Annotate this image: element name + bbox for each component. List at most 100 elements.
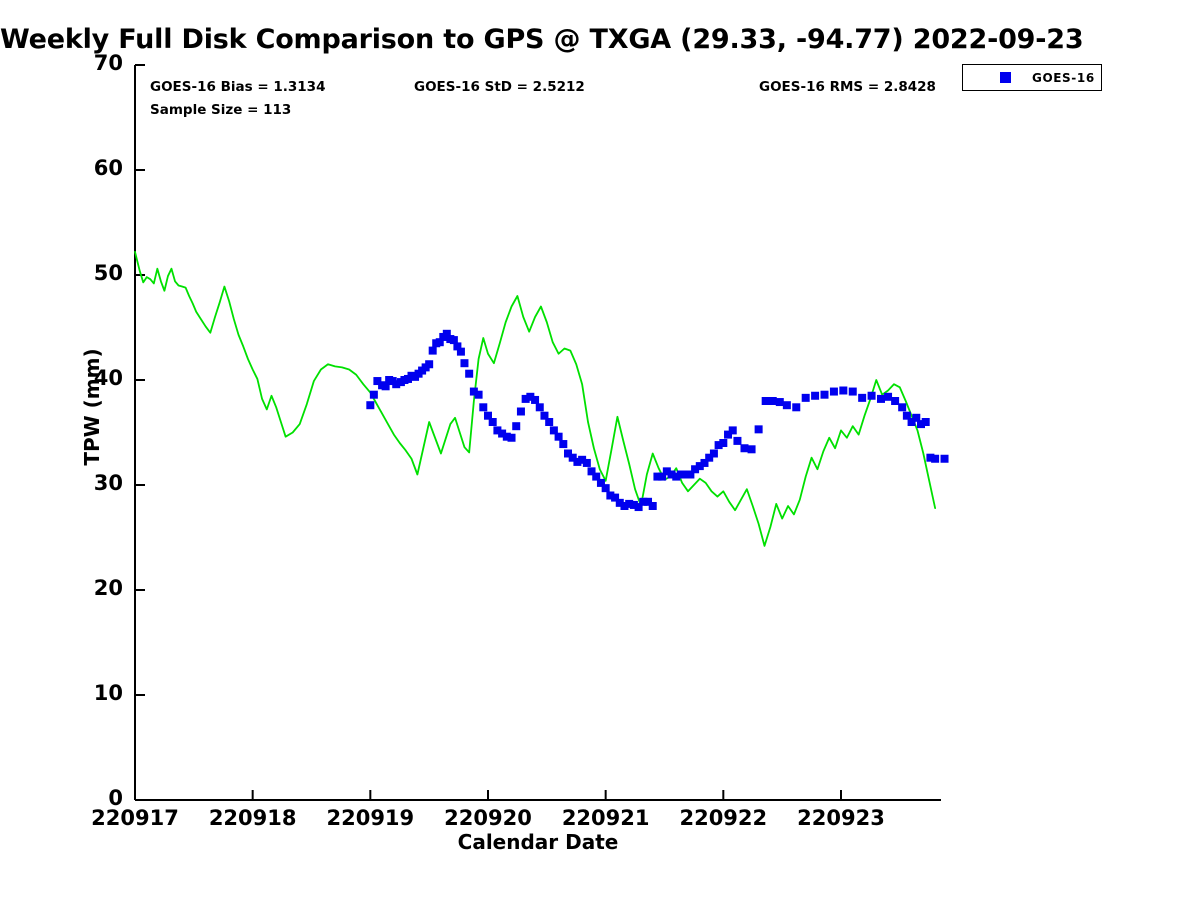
data-point-marker [695, 462, 704, 471]
data-point-marker [620, 502, 629, 510]
data-point-marker [592, 472, 601, 481]
data-point-marker [686, 470, 695, 479]
data-point-marker [435, 338, 444, 347]
data-point-marker [829, 387, 838, 396]
data-point-marker [940, 454, 949, 463]
data-point-marker [639, 497, 648, 506]
data-point-marker [681, 470, 690, 479]
data-point-marker [428, 346, 437, 355]
x-tick-label: 220921 [561, 806, 650, 830]
data-point-marker [667, 470, 676, 479]
y-tick-label: 0 [108, 786, 123, 810]
y-tick-label: 50 [93, 261, 123, 285]
data-point-marker [474, 390, 483, 399]
data-point-marker [792, 403, 801, 412]
data-point-marker [848, 387, 857, 396]
data-point-marker [460, 359, 469, 368]
data-point-marker [442, 329, 451, 338]
data-point-marker [747, 445, 756, 454]
data-point-marker [587, 467, 596, 476]
data-point-marker [768, 397, 777, 405]
annotation-std: GOES-16 StD = 2.5212 [414, 79, 585, 95]
y-tick-label: 30 [93, 471, 123, 495]
data-point-marker [425, 360, 434, 369]
data-point-marker [921, 418, 930, 426]
data-point-marker [449, 336, 458, 345]
data-point-marker [867, 391, 876, 400]
x-tick-label: 220917 [91, 806, 179, 830]
data-point-marker [740, 444, 749, 453]
data-point-marker [373, 377, 382, 386]
data-point-marker [545, 418, 554, 426]
data-point-marker [578, 455, 587, 464]
data-point-marker [512, 422, 521, 431]
data-point-marker [611, 493, 620, 502]
data-point-marker [672, 472, 681, 481]
data-point-marker [369, 390, 378, 399]
data-point-marker [629, 500, 638, 509]
data-point-marker [801, 393, 810, 402]
data-point-marker [714, 441, 723, 450]
data-point-marker [521, 394, 530, 403]
data-point-marker [648, 502, 657, 510]
axis-frame [134, 65, 941, 801]
data-point-marker [526, 392, 535, 401]
data-point-marker [728, 426, 737, 435]
data-point-marker [761, 397, 770, 405]
data-point-marker [858, 393, 867, 402]
data-point-marker [615, 498, 624, 507]
data-point-marker [582, 458, 591, 467]
page-title: Weekly Full Disk Comparison to GPS @ TXG… [0, 24, 1084, 55]
data-point-marker [917, 420, 925, 429]
data-point-marker [719, 439, 728, 447]
data-point-marker [775, 398, 784, 407]
data-point-marker [782, 401, 791, 410]
data-point-marker [498, 429, 507, 438]
data-point-marker [931, 454, 940, 463]
data-point-marker [453, 342, 462, 351]
data-point-marker [483, 411, 492, 420]
data-point-marker [381, 382, 390, 391]
data-point-marker [912, 413, 921, 422]
data-point-marker [676, 470, 685, 479]
data-point-marker [469, 387, 478, 396]
data-point-marker [820, 390, 829, 399]
x-tick-label: 220918 [208, 806, 297, 830]
data-point-marker [700, 458, 709, 467]
data-point-marker [907, 418, 916, 426]
y-tick-label: 70 [93, 51, 123, 75]
data-point-marker [601, 484, 610, 493]
x-tick-label: 220920 [444, 806, 532, 830]
data-point-marker [705, 453, 714, 462]
data-point-marker [733, 436, 742, 445]
data-point-marker [658, 472, 667, 481]
data-point-marker [465, 369, 474, 378]
y-tick-label: 20 [93, 576, 123, 600]
data-point-marker [573, 457, 582, 466]
data-point-marker [691, 465, 700, 474]
annotation-rms: GOES-16 RMS = 2.8428 [759, 79, 936, 95]
data-point-marker [540, 411, 549, 420]
data-point-marker [709, 449, 718, 458]
data-point-marker [898, 403, 907, 412]
x-axis-ticks [134, 790, 842, 800]
data-point-marker [625, 499, 634, 508]
data-point-marker [549, 426, 558, 435]
legend-marker-icon [1000, 72, 1011, 83]
annotation-sample-size: Sample Size = 113 [150, 102, 292, 118]
x-axis-label: Calendar Date [457, 830, 619, 854]
data-point-marker [644, 497, 653, 506]
data-point-marker [366, 401, 375, 410]
data-point-marker [884, 392, 893, 401]
data-point-marker [926, 453, 935, 462]
data-point-marker [839, 386, 848, 395]
data-point-marker [559, 440, 568, 449]
data-point-marker [902, 411, 911, 420]
x-tick-label: 220919 [326, 806, 415, 830]
series-gps-line [134, 250, 937, 547]
data-point-marker [479, 403, 488, 412]
legend [962, 64, 1102, 91]
data-point-marker [507, 433, 516, 442]
x-tick-label: 220922 [679, 806, 768, 830]
